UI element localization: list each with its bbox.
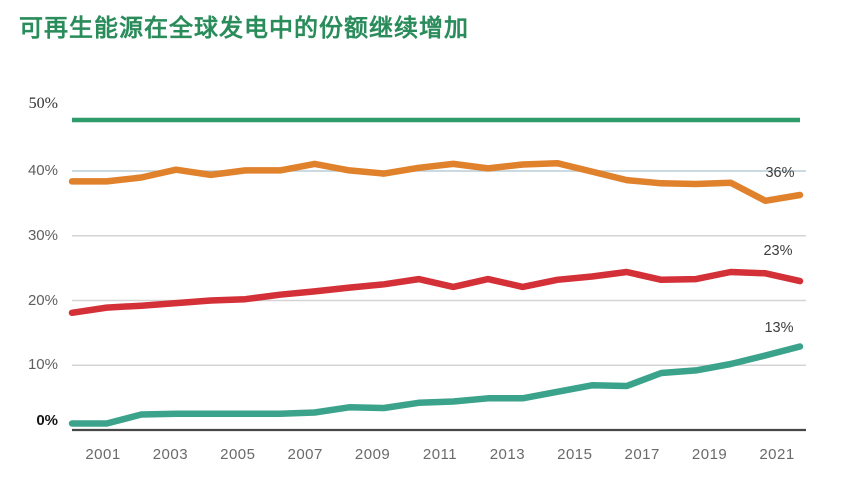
x-tick-label-2007: 2007 [287,446,323,463]
x-tick-label-2001: 2001 [85,446,121,463]
x-tick-label-2003: 2003 [152,446,189,463]
series-end-label-teal: 13% [764,320,794,336]
line-teal [68,343,804,427]
x-tick-label-2015: 2015 [557,446,593,463]
y-tick-label-40: 40% [27,162,58,179]
data-series [68,159,804,427]
line-red [68,268,804,317]
series-end-label-red: 23% [763,243,793,259]
x-tick-label-2017: 2017 [624,446,660,463]
series-end-label-orange: 36% [765,165,795,181]
x-tick-label-2011: 2011 [422,446,458,463]
y-tick-label-10: 10% [27,356,58,374]
x-tick-label-2019: 2019 [691,446,728,463]
y-tick-label-20: 20% [27,291,58,309]
chart-title: 可再生能源在全球发电中的份额继续增加 [19,15,469,42]
y-tick-label-50: 50% [28,95,58,112]
y-tick-label-30: 30% [27,226,58,244]
y-tick-label-0: 0% [36,412,58,429]
line-orange [68,159,804,205]
x-tick-label-2013: 2013 [489,446,526,463]
x-tick-label-2021: 2021 [759,446,795,463]
x-tick-label-2005: 2005 [220,446,256,463]
x-tick-label-2009: 2009 [354,446,391,463]
